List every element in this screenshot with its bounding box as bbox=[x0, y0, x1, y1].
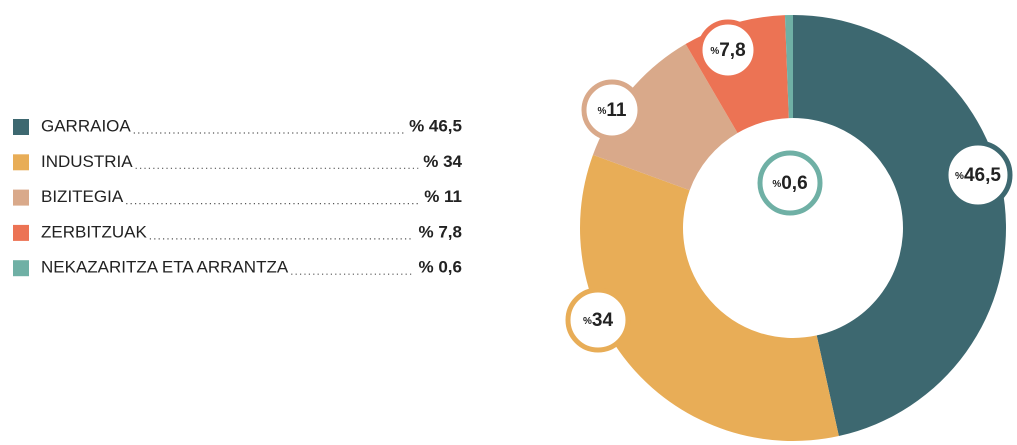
callout-label: %0,6 bbox=[772, 173, 807, 194]
legend-value: % 34 bbox=[423, 152, 462, 171]
legend-value: % 0,6 bbox=[419, 258, 462, 277]
donut-segment bbox=[784, 15, 793, 119]
callout-bubble bbox=[757, 150, 823, 216]
callout-label: %7,8 bbox=[710, 40, 745, 61]
legend-swatch bbox=[13, 189, 29, 206]
callout-label: %46,5 bbox=[955, 165, 1001, 186]
callout-bubble bbox=[565, 287, 631, 353]
legend-label: NEKAZARITZA ETA ARRANTZA bbox=[41, 258, 289, 277]
legend-value: % 11 bbox=[424, 187, 462, 206]
legend-value: % 7,8 bbox=[419, 222, 462, 241]
donut-segment bbox=[580, 154, 839, 442]
callout-bubble bbox=[697, 19, 759, 81]
callout-bubble bbox=[943, 140, 1013, 210]
donut-segment bbox=[793, 15, 1007, 437]
donut-segment bbox=[592, 44, 738, 191]
legend-label: INDUSTRIA bbox=[41, 152, 133, 171]
legend-swatch bbox=[13, 119, 29, 135]
callout-label: %34 bbox=[583, 310, 613, 331]
callout-bubble bbox=[581, 79, 643, 141]
legend-label: ZERBITZUAK bbox=[41, 222, 147, 241]
legend-label: BIZITEGIA bbox=[41, 187, 124, 206]
legend-swatch bbox=[13, 260, 29, 277]
legend-value: % 46,5 bbox=[409, 116, 462, 135]
legend-swatch bbox=[13, 224, 29, 241]
callout-label: %11 bbox=[598, 100, 627, 121]
legend-label: GARRAIOA bbox=[41, 116, 131, 135]
legend-swatch bbox=[13, 154, 29, 171]
